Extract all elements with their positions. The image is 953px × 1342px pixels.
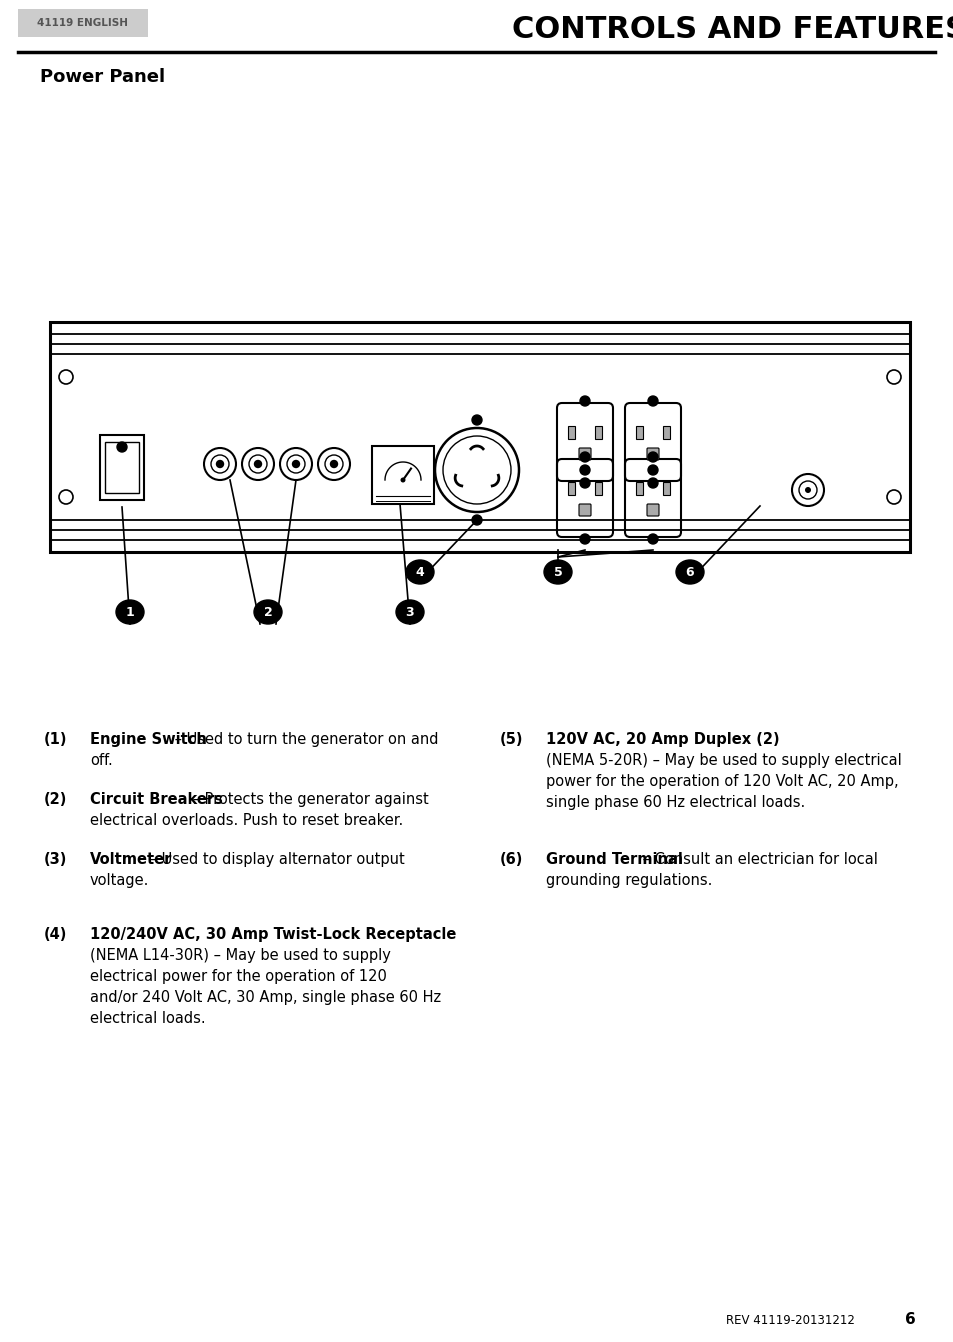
Text: 41119 ENGLISH: 41119 ENGLISH	[37, 17, 129, 28]
Bar	[636, 425, 642, 439]
Circle shape	[647, 396, 658, 407]
Bar	[662, 425, 669, 439]
Text: 2: 2	[263, 605, 273, 619]
Text: (3): (3)	[44, 852, 68, 867]
FancyBboxPatch shape	[646, 448, 659, 460]
Text: single phase 60 Hz electrical loads.: single phase 60 Hz electrical loads.	[545, 794, 804, 811]
Text: (4): (4)	[44, 927, 68, 942]
Bar	[50, 322, 909, 552]
Text: – Consult an electrician for local: – Consult an electrician for local	[638, 852, 877, 867]
FancyBboxPatch shape	[646, 505, 659, 517]
Text: and/or 240 Volt AC, 30 Amp, single phase 60 Hz: and/or 240 Volt AC, 30 Amp, single phase…	[90, 990, 440, 1005]
Text: 120/240V AC, 30 Amp Twist-Lock Receptacle: 120/240V AC, 30 Amp Twist-Lock Receptacl…	[90, 927, 456, 942]
Circle shape	[579, 464, 589, 475]
Circle shape	[647, 452, 658, 462]
Circle shape	[647, 534, 658, 544]
Text: – Used to turn the generator on and: – Used to turn the generator on and	[170, 731, 438, 747]
Circle shape	[293, 460, 299, 467]
FancyBboxPatch shape	[18, 9, 148, 38]
Circle shape	[579, 452, 589, 462]
Text: electrical loads.: electrical loads.	[90, 1011, 206, 1027]
Ellipse shape	[543, 560, 572, 584]
Text: (5): (5)	[499, 731, 523, 747]
Text: – Protects the generator against: – Protects the generator against	[188, 792, 429, 807]
Text: Ground Terminal: Ground Terminal	[545, 852, 682, 867]
Text: 5: 5	[553, 565, 561, 578]
Bar	[662, 482, 669, 495]
Text: power for the operation of 120 Volt AC, 20 Amp,: power for the operation of 120 Volt AC, …	[545, 774, 898, 789]
Ellipse shape	[253, 600, 282, 624]
Bar	[636, 482, 642, 495]
Text: 1: 1	[126, 605, 134, 619]
Ellipse shape	[116, 600, 144, 624]
Circle shape	[117, 442, 127, 452]
Text: CONTROLS AND FEATURES: CONTROLS AND FEATURES	[512, 16, 953, 44]
Text: (NEMA L14-30R) – May be used to supply: (NEMA L14-30R) – May be used to supply	[90, 947, 391, 964]
Circle shape	[400, 478, 405, 483]
Bar	[567, 425, 575, 439]
Text: 6: 6	[685, 565, 694, 578]
Text: Power Panel: Power Panel	[40, 68, 165, 86]
Text: 3: 3	[405, 605, 414, 619]
Text: (1): (1)	[44, 731, 68, 747]
Circle shape	[579, 396, 589, 407]
Bar	[567, 482, 575, 495]
Text: electrical power for the operation of 120: electrical power for the operation of 12…	[90, 969, 387, 984]
Circle shape	[472, 515, 481, 525]
Circle shape	[472, 415, 481, 425]
Circle shape	[804, 487, 810, 493]
Text: grounding regulations.: grounding regulations.	[545, 874, 712, 888]
Bar	[595, 425, 601, 439]
Text: off.: off.	[90, 753, 112, 768]
Ellipse shape	[395, 600, 423, 624]
Circle shape	[579, 534, 589, 544]
Circle shape	[254, 460, 261, 467]
Text: Circuit Breakers: Circuit Breakers	[90, 792, 223, 807]
Circle shape	[579, 478, 589, 488]
FancyBboxPatch shape	[578, 448, 590, 460]
Circle shape	[647, 464, 658, 475]
Bar	[595, 482, 601, 495]
Bar	[372, 446, 434, 505]
Text: voltage.: voltage.	[90, 874, 150, 888]
Text: 6: 6	[903, 1312, 915, 1327]
Bar	[105, 442, 139, 493]
Text: REV 41119-20131212: REV 41119-20131212	[725, 1314, 854, 1326]
Ellipse shape	[406, 560, 434, 584]
Circle shape	[647, 478, 658, 488]
Text: 120V AC, 20 Amp Duplex (2): 120V AC, 20 Amp Duplex (2)	[545, 731, 779, 747]
Ellipse shape	[676, 560, 703, 584]
Text: electrical overloads. Push to reset breaker.: electrical overloads. Push to reset brea…	[90, 813, 403, 828]
Text: – Used to display alternator output: – Used to display alternator output	[145, 852, 405, 867]
Text: Voltmeter: Voltmeter	[90, 852, 172, 867]
Circle shape	[330, 460, 337, 467]
Text: (2): (2)	[44, 792, 68, 807]
Text: Engine Switch: Engine Switch	[90, 731, 207, 747]
Circle shape	[216, 460, 223, 467]
Text: (NEMA 5-20R) – May be used to supply electrical: (NEMA 5-20R) – May be used to supply ele…	[545, 753, 901, 768]
Text: (6): (6)	[499, 852, 523, 867]
Text: 4: 4	[416, 565, 424, 578]
Bar	[100, 435, 144, 501]
FancyBboxPatch shape	[578, 505, 590, 517]
